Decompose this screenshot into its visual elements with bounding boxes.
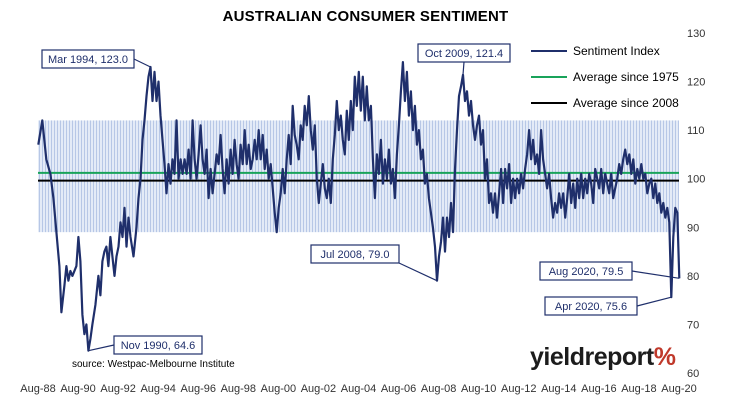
x-tick-label: Aug-16 [581, 383, 616, 395]
annotation-label: Oct 2009, 121.4 [425, 48, 503, 60]
annotation: Mar 1994, 123.0 [41, 49, 151, 69]
annotation: Aug 2020, 79.5 [539, 261, 680, 281]
x-tick-label: Aug-20 [661, 383, 696, 395]
range-band [38, 120, 679, 233]
annotation-label: Aug 2020, 79.5 [549, 266, 624, 278]
y-tick-label: 110 [687, 125, 705, 137]
annotation: Jul 2008, 79.0 [310, 244, 438, 282]
annotation-leader [133, 58, 151, 68]
x-tick-label: Aug-90 [60, 383, 95, 395]
legend-label-avg-2008: Average since 2008 [573, 96, 679, 110]
annotation: Oct 2009, 121.4 [417, 43, 511, 75]
x-tick-label: Aug-08 [421, 383, 456, 395]
annotation-label: Jul 2008, 79.0 [320, 249, 389, 261]
legend: Sentiment Index Average since 1975 Avera… [531, 38, 679, 116]
legend-item-avg-2008: Average since 2008 [531, 90, 679, 116]
x-tick-label: Aug-92 [100, 383, 135, 395]
annotation-label: Mar 1994, 123.0 [48, 54, 128, 66]
annotation-leader [636, 296, 672, 307]
annotation-leader [631, 270, 680, 279]
annotation-box [539, 261, 633, 281]
x-tick-label: Aug-18 [621, 383, 656, 395]
x-tick-label: Aug-10 [461, 383, 496, 395]
legend-swatch-sentiment [531, 49, 567, 53]
x-tick-label: Aug-02 [301, 383, 336, 395]
annotation-leader [398, 262, 438, 282]
logo-percent: % [653, 343, 676, 371]
y-tick-label: 70 [687, 319, 699, 331]
chart-title: AUSTRALIAN CONSUMER SENTIMENT [222, 8, 509, 25]
x-tick-label: Aug-96 [181, 383, 216, 395]
legend-label-avg-1975: Average since 1975 [573, 70, 679, 84]
x-tick-label: Aug-06 [381, 383, 416, 395]
legend-item-avg-1975: Average since 1975 [531, 64, 679, 90]
source-note: source: Westpac-Melbourne Institute [72, 359, 235, 370]
annotation-box [310, 244, 400, 264]
annotation: Apr 2020, 75.6 [544, 296, 672, 316]
annotations: Mar 1994, 123.0 Nov 1990, 64.6 Jul 2008, 7… [41, 43, 680, 355]
annotation-leader [88, 344, 115, 352]
y-tick-label: 90 [687, 222, 699, 234]
x-tick-label: Aug-98 [221, 383, 256, 395]
sentiment-series [37, 61, 681, 352]
x-axis: Aug-88 Aug-90 Aug-92 Aug-94 Aug-96 Aug-98 Aug-… [20, 383, 696, 395]
range-band-rect [38, 120, 679, 233]
x-tick-label: Aug-04 [341, 383, 376, 395]
annotation-box [113, 335, 203, 355]
annotation: Nov 1990, 64.6 [88, 335, 203, 355]
annotation-box [544, 296, 638, 316]
legend-item-sentiment: Sentiment Index [531, 38, 679, 64]
annotation-leader [462, 61, 465, 75]
sentiment-line [37, 61, 681, 352]
x-tick-label: Aug-94 [140, 383, 175, 395]
y-tick-label: 130 [687, 28, 705, 40]
legend-label-sentiment: Sentiment Index [573, 44, 660, 58]
y-tick-label: 120 [687, 77, 705, 89]
x-tick-label: Aug-14 [541, 383, 576, 395]
logo-text: yieldreport [530, 343, 654, 371]
annotation-label: Apr 2020, 75.6 [555, 301, 627, 313]
annotation-label: Nov 1990, 64.6 [121, 340, 196, 352]
y-tick-label: 80 [687, 271, 699, 283]
y-tick-label: 60 [687, 368, 699, 380]
annotation-box [41, 49, 135, 69]
average-lines [38, 171, 679, 182]
x-tick-label: Aug-00 [261, 383, 296, 395]
y-tick-label: 100 [687, 174, 705, 186]
yieldreport-logo: yieldreport% [530, 343, 676, 372]
legend-swatch-avg-1975 [531, 75, 567, 79]
legend-swatch-avg-2008 [531, 101, 567, 105]
y-axis: 60 70 80 90 100 110 120 130 [687, 28, 705, 380]
annotation-box [417, 43, 511, 63]
x-tick-label: Aug-88 [20, 383, 55, 395]
x-tick-label: Aug-12 [501, 383, 536, 395]
